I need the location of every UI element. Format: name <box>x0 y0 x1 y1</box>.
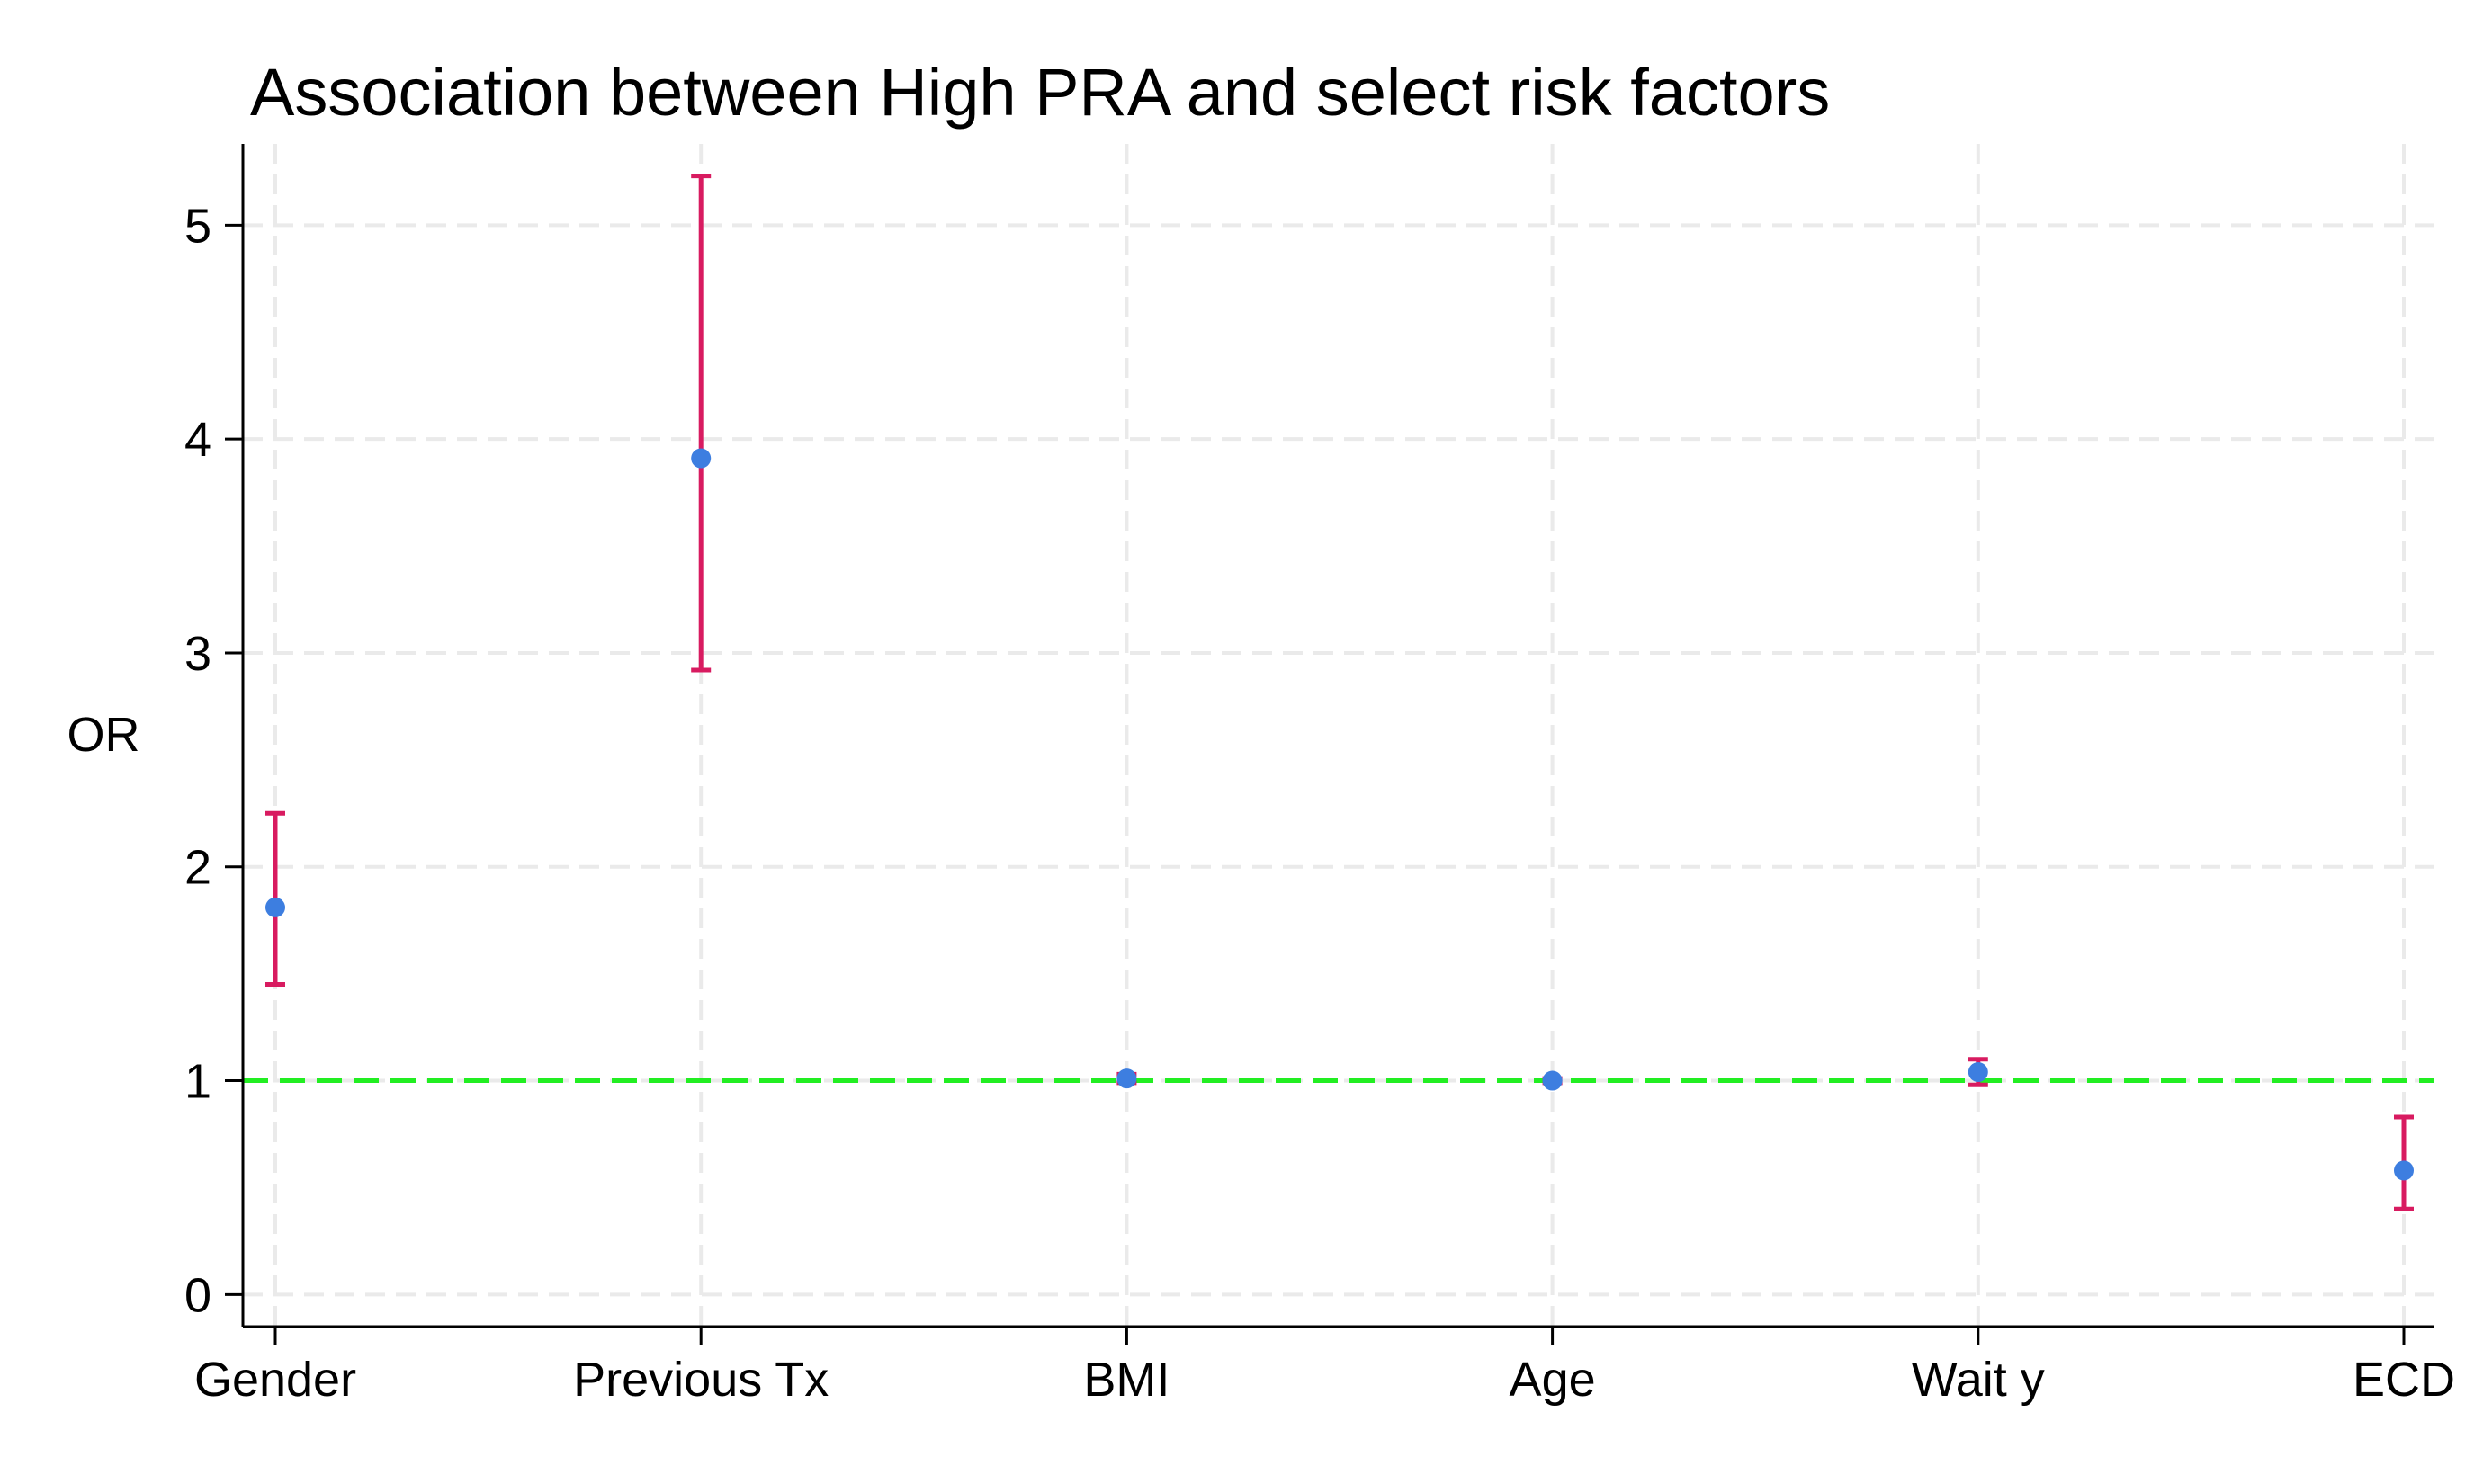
point-estimate <box>1116 1068 1137 1089</box>
x-tick-label: BMI <box>1083 1353 1170 1407</box>
y-tick-label: 5 <box>184 199 211 253</box>
point-estimate <box>1968 1062 1988 1083</box>
x-tick-label: Age <box>1510 1353 1596 1407</box>
gridlines <box>243 144 2434 1327</box>
y-tick-label: 1 <box>184 1055 211 1109</box>
y-tick-label: 3 <box>184 627 211 681</box>
point-estimate <box>2394 1160 2414 1181</box>
point-estimate <box>1542 1070 1563 1091</box>
point-estimate <box>691 448 712 469</box>
axes: 0 1 2 3 4 5 Gender Previous Tx BMI Age Wait y ECD <box>184 144 2455 1407</box>
data-marks <box>265 174 2414 1211</box>
y-axis-label: OR <box>67 708 140 762</box>
y-tick-label: 0 <box>184 1268 211 1322</box>
x-tick-label: Wait y <box>1912 1353 2045 1407</box>
x-tick-label: ECD <box>2353 1353 2455 1407</box>
y-tick-label: 2 <box>184 841 211 895</box>
x-tick-label: Gender <box>194 1353 356 1407</box>
y-tick-label: 4 <box>184 413 211 467</box>
x-tick-label: Previous Tx <box>573 1353 829 1407</box>
point-estimate <box>265 897 285 917</box>
chart-title: Association between High PRA and select … <box>250 55 1830 130</box>
